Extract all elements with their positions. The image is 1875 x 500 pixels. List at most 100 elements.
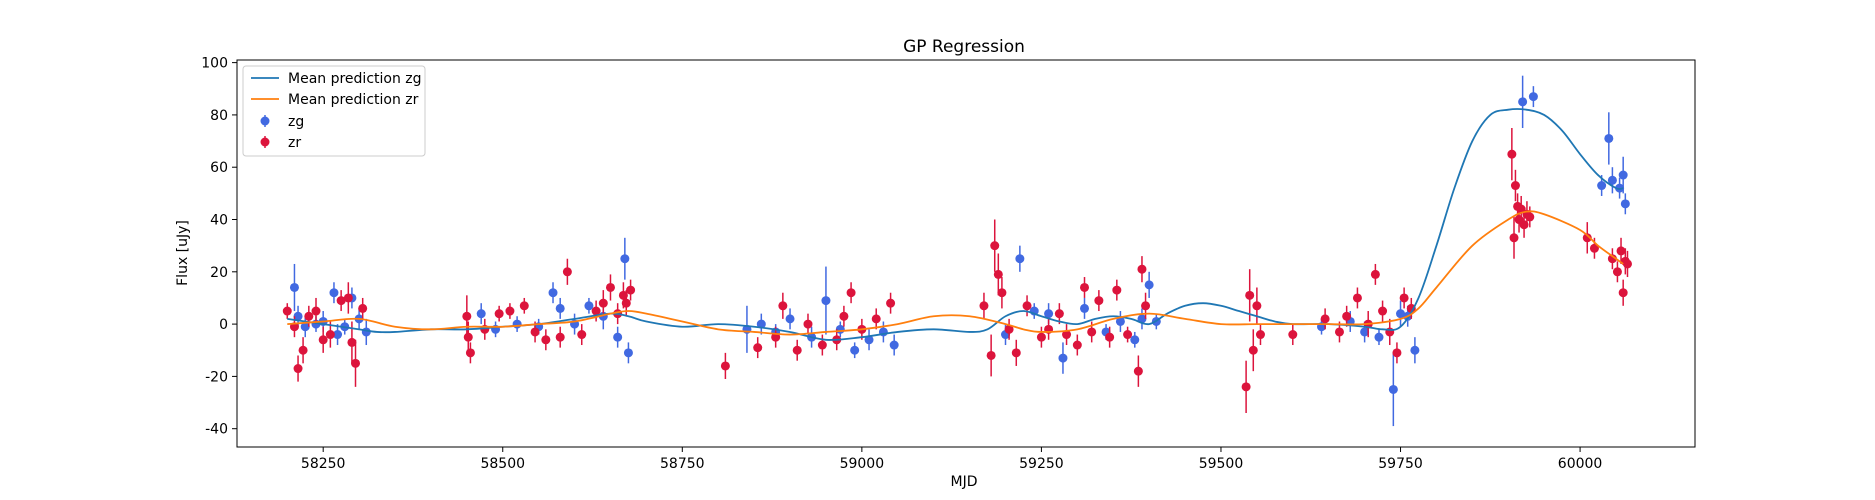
zr-data-point (997, 288, 1007, 298)
zr-data-point (463, 332, 473, 342)
plot-frame (236, 59, 1696, 448)
y-tick-label: -40 (205, 422, 228, 438)
zr-data-point (1112, 285, 1122, 295)
zr-data-point (1011, 348, 1021, 358)
zr-data-point (1392, 348, 1402, 358)
x-axis: 58250 58500 58750 59000 59250 59500 59750 60000 (301, 447, 1602, 472)
zr-data-point (626, 285, 636, 295)
zr-data-point (1080, 282, 1090, 292)
zg-data-point (623, 348, 633, 358)
zr-data-point (1022, 301, 1032, 311)
zr-data-point (720, 361, 730, 371)
zr-data-point (505, 306, 515, 316)
zr-data-point (1616, 246, 1626, 256)
x-tick-label: 58500 (480, 456, 525, 472)
zr-data-point (591, 306, 601, 316)
y-tick-label: 40 (210, 213, 228, 229)
zg-data-point (1374, 332, 1384, 342)
zr-data-point (347, 337, 357, 347)
x-axis-label: MJD (951, 474, 978, 490)
mean-prediction-zr-line (287, 210, 1624, 336)
zr-data-point (1622, 259, 1632, 269)
zr-data-point (1342, 311, 1352, 321)
legend: Mean prediction zg Mean prediction zr zg zr (242, 65, 426, 157)
zr-data-point (817, 340, 827, 350)
zr-data-point (293, 364, 303, 374)
zg-data-point (613, 332, 623, 342)
zg-data-point (584, 301, 594, 311)
y-tick-label: 20 (210, 265, 228, 281)
zr-data-point (462, 311, 472, 321)
zr-data-point (753, 343, 763, 353)
plot-clipped-group (282, 75, 1632, 427)
zr-data-point (1255, 330, 1265, 340)
zr-data-point (1072, 340, 1082, 350)
zr-data-point (1525, 212, 1535, 222)
zr-data-point (871, 314, 881, 324)
zg-data-point (1620, 199, 1630, 209)
zg-data-point (864, 335, 874, 345)
zr-data-point (1036, 332, 1046, 342)
legend-swatch-zg (260, 116, 270, 126)
zr-data-point (1062, 330, 1072, 340)
zr-points (282, 127, 1632, 414)
zr-data-point (465, 348, 475, 358)
zr-data-point (1288, 330, 1298, 340)
zr-data-point (778, 301, 788, 311)
y-axis-label: Flux [uJy] (175, 220, 191, 286)
zr-data-point (343, 293, 353, 303)
zr-data-point (1123, 330, 1133, 340)
zg-data-point (821, 296, 831, 306)
zg-data-point (785, 314, 795, 324)
zr-data-point (1094, 296, 1104, 306)
zg-data-point (300, 322, 310, 332)
y-tick-label: 100 (201, 56, 228, 72)
zr-data-point (839, 311, 849, 321)
zr-data-point (358, 303, 368, 313)
zr-data-point (993, 269, 1003, 279)
zg-data-point (512, 319, 522, 329)
y-tick-label: -20 (205, 369, 228, 385)
zr-data-point (530, 327, 540, 337)
zr-data-point (1087, 327, 1097, 337)
y-tick-label: 0 (219, 317, 228, 333)
zr-data-point (325, 330, 335, 340)
zg-data-point (1518, 97, 1528, 107)
zr-data-point (1248, 345, 1258, 355)
zr-data-point (1406, 303, 1416, 313)
zg-data-point (361, 327, 371, 337)
zg-data-point (1058, 353, 1068, 363)
chart-title: GP Regression (903, 37, 1025, 57)
y-axis: -40 -20 0 20 40 60 80 100 (201, 56, 237, 438)
zg-data-point (1388, 384, 1398, 394)
zg-data-point (1115, 316, 1125, 326)
zr-data-point (598, 298, 608, 308)
zr-data-point (1607, 254, 1617, 264)
zr-data-point (621, 298, 631, 308)
zg-data-point (1044, 309, 1054, 319)
legend-label-zr: zr (288, 135, 301, 151)
zg-data-point (1597, 181, 1607, 191)
zr-data-point (304, 311, 314, 321)
zr-data-point (318, 335, 328, 345)
zr-data-point (494, 309, 504, 319)
zr-data-point (1133, 366, 1143, 376)
zg-data-point (620, 254, 630, 264)
zr-data-point (1510, 181, 1520, 191)
zr-data-point (605, 282, 615, 292)
zr-data-point (298, 345, 308, 355)
zr-data-point (336, 296, 346, 306)
zg-data-point (1080, 303, 1090, 313)
zr-data-point (1582, 233, 1592, 243)
zr-data-point (986, 350, 996, 360)
zr-data-point (311, 306, 321, 316)
zg-data-point (333, 330, 343, 340)
zg-data-point (548, 288, 558, 298)
x-tick-label: 59750 (1378, 456, 1423, 472)
zr-data-point (1141, 301, 1151, 311)
zg-data-point (889, 340, 899, 350)
zg-data-point (1604, 133, 1614, 143)
y-tick-label: 80 (210, 108, 228, 124)
zr-data-point (1618, 288, 1628, 298)
zr-data-point (1105, 332, 1115, 342)
